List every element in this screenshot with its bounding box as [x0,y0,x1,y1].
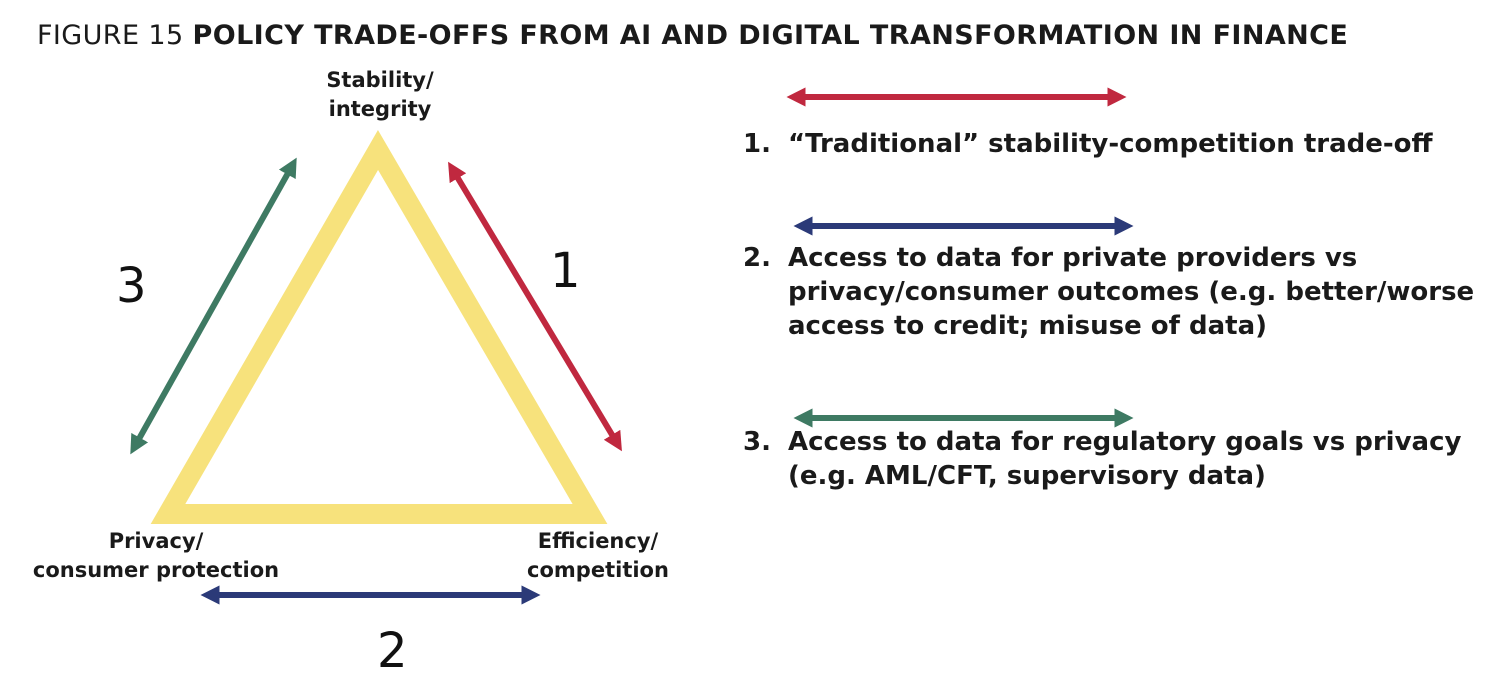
legend-line: access to credit; misuse of data) [788,311,1268,341]
arrow-1-stability-competition [448,161,622,452]
legend-index: 1. [743,129,771,159]
legend-line: (e.g. AML/CFT, supervisory data) [788,461,1266,491]
figure-heading: POLICY TRADE-OFFS FROM AI AND DIGITAL TR… [192,20,1349,51]
legend-text: Access to data for regulatory goals vs p… [788,425,1461,493]
legend-line: Access to data for regulatory goals vs p… [788,427,1462,457]
legend-index: 3. [743,427,771,457]
legend-text: Access to data for private providers vs … [788,241,1474,343]
policy-triangle [150,130,608,524]
vertex-label-line: consumer protection [32,558,280,582]
legend-item-1: 1. “Traditional” stability-competition t… [743,127,1433,161]
legend-line: privacy/consumer outcomes (e.g. better/w… [788,277,1475,307]
legend-text: “Traditional” stability-competition trad… [788,127,1433,161]
vertex-label-privacy: Privacy/ consumer protection [30,527,282,585]
arrow-3-stability-privacy [130,157,297,455]
edge-number-1: 1 [550,243,581,299]
legend-line: “Traditional” stability-competition trad… [788,129,1433,159]
vertex-label-line: competition [527,558,669,582]
vertex-label-stability: Stability/ integrity [300,66,460,124]
vertex-label-efficiency: Efficiency/ competition [522,527,674,585]
vertex-label-line: Stability/ [326,68,434,92]
vertex-label-line: Privacy/ [108,529,204,553]
figure-title: FIGURE 15 POLICY TRADE-OFFS FROM AI AND … [37,20,1348,51]
edge-number-2: 2 [377,623,408,679]
edge-number-3: 3 [116,258,147,314]
legend-item-2: 2. Access to data for private providers … [743,241,1474,343]
legend-index: 2. [743,243,771,273]
legend-item-3: 3. Access to data for regulatory goals v… [743,425,1461,493]
vertex-label-line: integrity [328,97,432,121]
legend-line: Access to data for private providers vs [788,243,1358,273]
vertex-label-line: Efficiency/ [537,529,659,553]
figure-number: FIGURE 15 [37,20,184,51]
